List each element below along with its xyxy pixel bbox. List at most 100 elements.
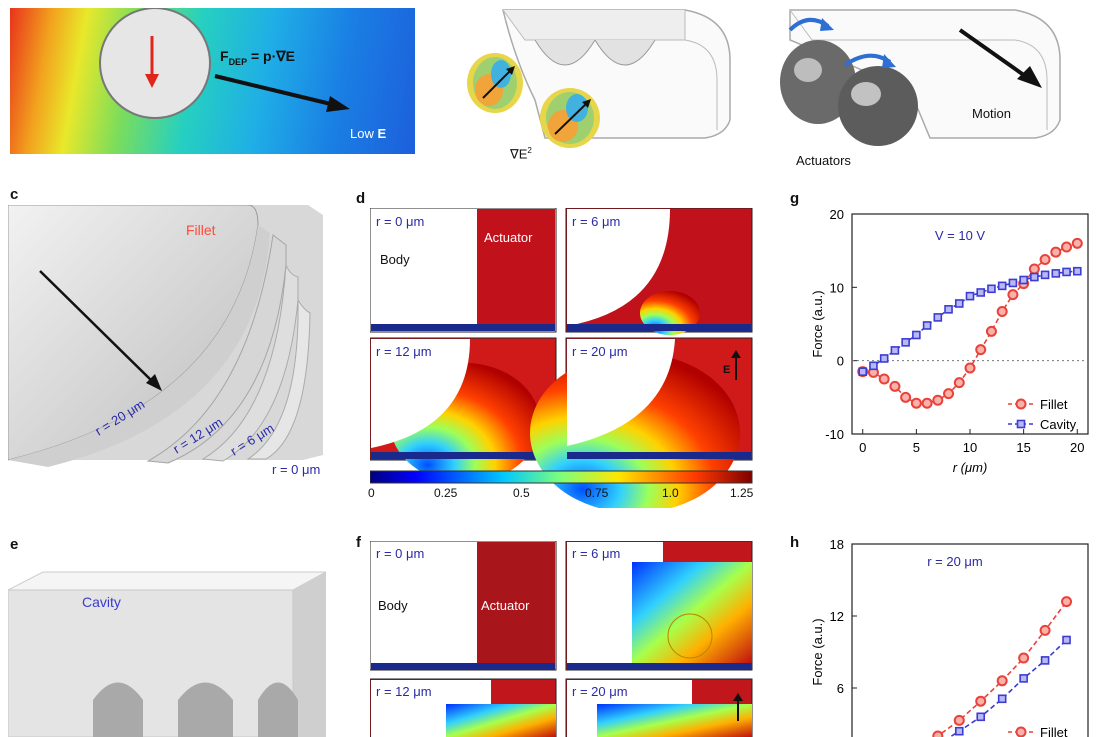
data-point: [975, 344, 987, 356]
data-point: [1050, 246, 1062, 258]
data-point: [890, 346, 900, 355]
y-tick-label: 20: [830, 207, 844, 222]
panel-g-letter: g: [790, 190, 800, 207]
panel-motion-illustration: [780, 9, 1061, 146]
data-point: [1019, 275, 1028, 285]
series-line: [935, 601, 1068, 737]
chart-g: -10 0 10 20 0 5 10 15 20 Force (a.u.) r (μm) V = 10…: [810, 207, 1089, 475]
y-axis-label: Force (a.u.): [810, 290, 825, 357]
data-point: [1061, 596, 1073, 608]
series-line: [862, 242, 1078, 404]
particle-circle: [99, 8, 211, 119]
data-point: [1062, 267, 1071, 277]
data-point: [1019, 674, 1028, 683]
data-point: [944, 305, 953, 314]
data-point: [932, 394, 944, 406]
data-point: [976, 712, 986, 722]
data-point: [901, 338, 910, 347]
series-line: [862, 270, 1078, 373]
panel-a-field: FDEP = p·∇E Low E: [10, 8, 415, 154]
data-point: [1007, 289, 1019, 301]
motion-arrow-icon: [958, 28, 1030, 80]
y-tick-label: 12: [830, 609, 844, 624]
data-point: [996, 675, 1008, 687]
actuators-label: Actuators: [796, 153, 851, 168]
x-tick-label: 10: [963, 440, 977, 455]
panel-h-letter: h: [790, 534, 800, 551]
data-point: [943, 388, 955, 400]
panel-e-letter: e: [10, 536, 19, 553]
panel-f-field-maps: [370, 541, 753, 737]
d-e-label: E: [723, 364, 731, 376]
legend-marker: [1016, 419, 1026, 429]
cavity-label: Cavity: [82, 594, 121, 610]
panel-e-cavity-geometry: [8, 571, 327, 737]
x-tick-label: 15: [1016, 440, 1030, 455]
colorbar: [370, 470, 753, 484]
data-point: [869, 361, 878, 371]
chart-annotation: V = 10 V: [935, 228, 986, 243]
legend-marker: [1015, 726, 1027, 737]
f-tile-3-label: r = 12 μm: [376, 684, 432, 699]
data-point: [997, 694, 1007, 704]
data-point: [922, 321, 932, 330]
data-point: [997, 281, 1007, 291]
f-actuator-label: Actuator: [481, 598, 530, 613]
y-tick-label: 18: [830, 537, 844, 552]
data-point: [1040, 656, 1050, 665]
plot-frame: [851, 543, 1089, 737]
data-point: [1039, 624, 1051, 636]
grad-e-label: ∇E2: [510, 146, 532, 162]
dep-formula: FDEP = p·∇E: [220, 48, 295, 67]
x-tick-label: 20: [1070, 440, 1084, 455]
series-fillet: [857, 237, 1083, 409]
data-point: [953, 714, 965, 726]
panel-c-letter: c: [10, 186, 19, 203]
data-point: [975, 695, 987, 707]
data-point: [1028, 263, 1040, 275]
data-point: [921, 397, 933, 409]
data-point: [878, 373, 890, 385]
panel-c-fillet-geometry: [8, 205, 323, 467]
radius-arrow-icon: [39, 270, 154, 383]
data-point: [1008, 278, 1018, 288]
y-tick-label: 6: [837, 681, 844, 696]
motion-label: Motion: [972, 106, 1012, 121]
fillet-label: Fillet: [186, 222, 216, 238]
y-tick-label: 0: [837, 354, 844, 369]
y-tick-label: 10: [830, 280, 844, 295]
x-tick-label: 5: [913, 440, 920, 455]
f-body-label: Body: [378, 598, 408, 613]
x-axis-label: r (μm): [953, 460, 988, 475]
panel-a-overlay: [99, 8, 350, 119]
data-point: [912, 330, 921, 340]
data-point: [954, 299, 964, 308]
data-point: [985, 325, 997, 337]
legend-marker: [1015, 398, 1027, 410]
d-tile-2-label: r = 6 μm: [572, 214, 621, 229]
data-point: [987, 284, 996, 294]
panel-b-illustration: [467, 9, 731, 148]
data-point: [1072, 266, 1082, 276]
colorbar-ticks: 0 0.25 0.5 0.75 1.0 1.25: [368, 486, 754, 500]
d-tile-1-label: r = 0 μm: [376, 214, 425, 229]
data-point: [976, 288, 986, 297]
x-tick-label: 0: [859, 440, 866, 455]
series-line: [948, 639, 1068, 737]
legend-label: Cavity: [1040, 417, 1077, 432]
data-point: [1051, 269, 1061, 278]
data-point: [933, 313, 943, 322]
panel-d-letter: d: [356, 190, 366, 207]
data-point: [953, 377, 965, 389]
y-axis-label: Force (a.u.): [810, 618, 825, 685]
data-point: [964, 362, 976, 374]
data-point: [1018, 652, 1030, 664]
data-point: [954, 726, 964, 736]
low-e-label: Low E: [350, 126, 387, 141]
series-cavity: [858, 266, 1082, 376]
series-fillet: [932, 596, 1073, 737]
f-tile-4-label: r = 20 μm: [572, 684, 628, 699]
force-arrow-icon: [214, 74, 336, 107]
data-point: [996, 306, 1008, 318]
